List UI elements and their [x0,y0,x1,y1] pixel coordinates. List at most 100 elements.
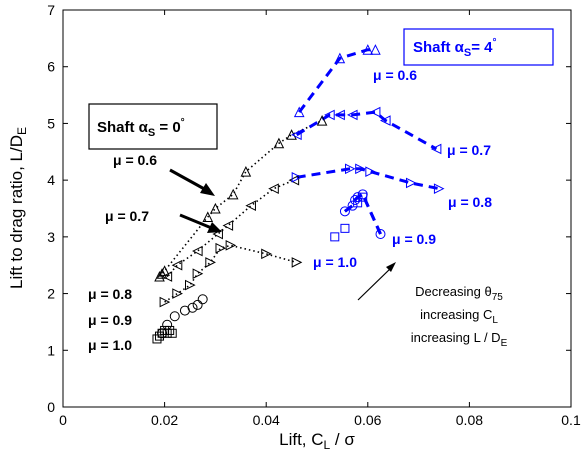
point-shaft4-mu0.9 [347,200,358,211]
point-shaft4-mu1.0 [340,223,350,233]
y-tick-label: 2 [47,286,55,302]
point-shaft4-mu1.0 [358,192,368,202]
point-shaft0-mu0.9 [187,302,198,313]
point-shaft4-mu0.8 [291,171,303,183]
point-shaft4-mu0.7 [379,115,391,126]
point-shaft0-mu1.0 [165,325,175,335]
point-shaft0-mu0.8 [291,257,303,268]
y-tick-label: 1 [47,342,55,358]
trend-line-shaft0-mu0.8 [164,244,297,303]
point-shaft4-mu0.9 [375,229,386,240]
y-tick-label: 4 [47,172,55,188]
point-shaft0-mu0.8 [225,240,237,251]
point-shaft4-mu0.7 [346,109,358,121]
point-shaft0-mu0.8 [159,296,171,308]
x-tick-label: 0.08 [456,412,483,428]
x-tick-label: 0 [59,412,67,428]
point-shaft0-mu0.6 [273,137,285,149]
point-shaft0-mu0.7 [222,220,234,231]
point-shaft4-mu0.8 [405,177,417,189]
point-shaft4-mu0.6 [370,44,381,55]
label-mu07-shaft4: μ = 0.7 [447,142,491,158]
point-shaft4-mu0.9 [350,194,361,205]
label-mu09-shaft4: μ = 0.9 [392,231,436,247]
label-mu06-shaft4: μ = 0.6 [373,67,417,83]
point-shaft0-mu0.8 [172,288,183,299]
y-tick-label: 0 [47,399,55,415]
point-shaft4-mu0.8 [345,163,356,175]
point-shaft0-mu1.0 [167,328,177,338]
y-tick-label: 5 [47,115,55,131]
point-shaft0-mu0.6 [202,211,214,223]
arrows [169,168,222,233]
point-shaft4-mu0.8 [355,163,366,175]
point-shaft0-mu0.8 [215,242,227,254]
y-tick-label: 3 [47,229,55,245]
axis-ticks [62,9,572,408]
point-shaft0-mu0.6 [316,114,328,126]
point-shaft0-mu0.7 [268,183,279,194]
point-shaft0-mu0.8 [192,268,204,280]
label-mu06-shaft0: μ = 0.6 [113,152,157,168]
x-tick-label: 0.02 [151,412,178,428]
point-shaft0-mu0.8 [205,257,216,268]
trend-line-shaft4-mu0.8 [296,167,440,191]
trend-line-shaft4-mu0.6 [298,48,376,114]
point-shaft0-mu0.8 [185,279,196,291]
point-shaft0-mu0.7 [245,200,256,211]
point-shaft4-mu0.6 [293,106,305,118]
svg-text:Shaft αS= 4°: Shaft αS= 4° [413,37,497,59]
label-mu09-shaft0: μ = 0.9 [88,312,132,328]
point-shaft0-mu0.9 [179,305,190,316]
y-tick-label: 6 [47,59,55,75]
svg-text:increasing CL: increasing CL [420,307,498,326]
point-shaft0-mu0.6 [286,129,297,140]
point-shaft0-mu0.7 [171,259,183,271]
arrowhead-mu07 [207,222,222,233]
label-mu07-shaft0: μ = 0.7 [105,208,149,224]
point-shaft0-mu0.7 [288,174,300,186]
x-tick-labels: 0 0.02 0.04 0.06 0.08 0.1 [59,412,581,428]
point-shaft0-mu0.8 [261,248,272,260]
point-shaft0-mu0.9 [197,294,208,305]
label-mu10-shaft0: μ = 1.0 [88,337,132,353]
point-shaft0-mu0.6 [240,166,252,177]
label-mu08-shaft4: μ = 0.8 [448,194,492,210]
point-shaft4-mu0.7 [324,109,335,121]
point-shaft0-mu1.0 [162,328,172,338]
x-tick-label: 0.06 [354,412,381,428]
point-shaft0-mu0.7 [161,271,173,282]
point-shaft4-mu0.9 [352,192,363,203]
point-shaft4-mu0.6 [362,44,374,55]
point-shaft0-mu0.9 [192,299,203,310]
point-shaft0-mu0.6 [210,202,221,214]
point-shaft4-mu0.9 [339,206,350,217]
point-shaft4-mu0.7 [369,106,381,118]
x-tick-label: 0.04 [253,412,280,428]
x-axis-label: Lift, CL / σ [279,430,355,452]
point-shaft0-mu0.7 [192,245,203,257]
point-shaft0-mu0.6 [156,268,168,279]
point-shaft0-mu1.0 [152,334,162,344]
label-mu08-shaft0: μ = 0.8 [88,286,132,302]
svg-text:Decreasing θ75: Decreasing θ75 [415,284,503,303]
arrow-mu07 [179,213,215,231]
plot-area [62,9,572,408]
point-shaft4-mu0.7 [291,129,302,141]
note: Decreasing θ75 increasing CL increasing … [411,284,508,349]
point-shaft4-mu0.8 [433,183,445,194]
point-shaft0-mu0.9 [169,311,180,322]
svg-text:increasing L / DE: increasing L / DE [411,330,508,349]
y-tick-label: 7 [47,2,55,18]
point-shaft0-mu0.6 [227,188,239,200]
point-shaft4-mu0.7 [430,143,442,155]
shaft0-box: Shaft αS = 0° [88,103,218,150]
svg-text:Shaft αS = 0°: Shaft αS = 0° [97,117,185,139]
point-shaft4-mu0.8 [365,166,376,177]
y-tick-labels: 0 1 2 3 4 5 6 7 [47,2,55,415]
trend-line-shaft0-mu0.7 [166,179,295,278]
note-arrow [357,262,396,301]
x-tick-label: 0.1 [561,412,581,428]
shaft4-box: Shaft αS= 4° [403,28,554,66]
